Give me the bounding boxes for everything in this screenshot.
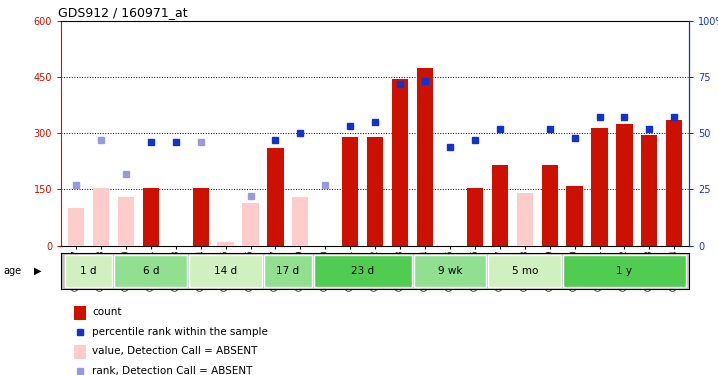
- Bar: [567, 186, 583, 246]
- Text: percentile rank within the sample: percentile rank within the sample: [93, 327, 269, 337]
- Text: 17 d: 17 d: [276, 266, 299, 276]
- Text: 23 d: 23 d: [351, 266, 374, 276]
- Text: 5 mo: 5 mo: [511, 266, 538, 276]
- Bar: [118, 197, 134, 246]
- Bar: [292, 197, 309, 246]
- Text: 1 y: 1 y: [617, 266, 633, 276]
- Text: rank, Detection Call = ABSENT: rank, Detection Call = ABSENT: [93, 366, 253, 375]
- Bar: [616, 124, 633, 246]
- Text: 1 d: 1 d: [80, 266, 97, 276]
- Text: ▶: ▶: [34, 266, 42, 276]
- Bar: [517, 193, 533, 246]
- Bar: [314, 255, 411, 287]
- Bar: [414, 255, 486, 287]
- Bar: [592, 128, 607, 246]
- Bar: [541, 165, 558, 246]
- Bar: [264, 255, 312, 287]
- Text: 9 wk: 9 wk: [438, 266, 462, 276]
- Bar: [68, 208, 84, 246]
- Bar: [392, 79, 409, 246]
- Text: 6 d: 6 d: [143, 266, 159, 276]
- Text: count: count: [93, 307, 122, 317]
- Bar: [73, 345, 86, 359]
- Text: 14 d: 14 d: [214, 266, 237, 276]
- Bar: [65, 255, 113, 287]
- Text: age: age: [4, 266, 22, 276]
- Bar: [666, 120, 682, 246]
- Bar: [243, 202, 258, 246]
- Bar: [488, 255, 561, 287]
- Bar: [492, 165, 508, 246]
- Bar: [641, 135, 658, 246]
- Bar: [114, 255, 187, 287]
- Text: value, Detection Call = ABSENT: value, Detection Call = ABSENT: [93, 346, 258, 356]
- Bar: [342, 137, 358, 246]
- Bar: [189, 255, 262, 287]
- Bar: [367, 137, 383, 246]
- Bar: [563, 255, 686, 287]
- Bar: [417, 68, 433, 246]
- Bar: [93, 188, 109, 246]
- Bar: [267, 148, 284, 246]
- Bar: [73, 306, 86, 320]
- Bar: [143, 188, 159, 246]
- Bar: [467, 188, 483, 246]
- Text: GDS912 / 160971_at: GDS912 / 160971_at: [58, 6, 187, 20]
- Bar: [218, 242, 233, 246]
- Bar: [192, 188, 209, 246]
